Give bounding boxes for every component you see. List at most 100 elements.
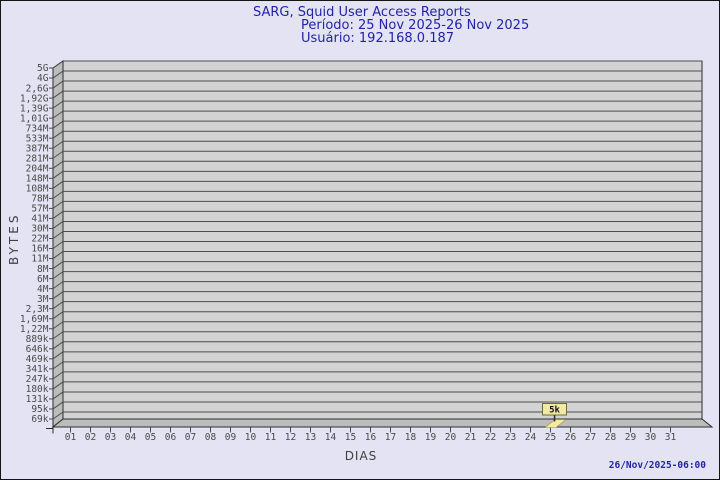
x-tick-label: 22 — [485, 432, 496, 443]
wall-connector-line — [52, 80, 64, 89]
y-tick-label: 8M — [37, 264, 49, 275]
y-tick-label: 2,6G — [26, 83, 49, 94]
x-axis-title: DIAS — [344, 449, 378, 463]
value-tag-label: 5k — [549, 405, 560, 415]
x-tick-label: 11 — [265, 432, 277, 443]
y-tick-label: 131k — [26, 394, 49, 405]
x-tick-label: 10 — [245, 432, 257, 443]
chart-plot-area — [62, 60, 703, 420]
y-tick-label: 533M — [26, 133, 49, 144]
wall-connector-line — [52, 241, 64, 249]
y-tick-label: 6M — [37, 274, 49, 285]
generation-timestamp: 26/Nov/2025-06:00 — [608, 460, 706, 471]
x-tick-label: 13 — [305, 432, 316, 443]
wall-connector-line — [52, 70, 64, 79]
y-tick-label: 1,01G — [20, 113, 49, 124]
x-tick-label: 12 — [285, 432, 296, 443]
y-tick-label: 11M — [31, 254, 48, 265]
x-tick-label: 30 — [645, 432, 657, 443]
data-bar — [544, 419, 567, 428]
wall-connector-line — [52, 271, 64, 280]
y-tick-label: 95k — [31, 404, 48, 415]
y-tick-label: 469k — [26, 354, 49, 365]
x-tick-label: 24 — [525, 432, 537, 443]
y-tick-label: 108M — [26, 184, 49, 195]
y-axis-title: BYTES — [7, 212, 21, 265]
y-tick-label: 57M — [31, 204, 48, 215]
x-tick-label: 03 — [105, 432, 116, 443]
wall-connector-line — [52, 411, 64, 420]
x-tick-label: 01 — [65, 432, 77, 443]
y-tick-label: 180k — [26, 384, 49, 395]
x-tick-label: 20 — [445, 432, 457, 443]
x-tick-label: 25 — [545, 432, 556, 443]
page-title: SARG, Squid User Access Reports — [253, 5, 471, 20]
wall-connector-line — [52, 301, 64, 310]
report-period: Período: 25 Nov 2025-26 Nov 2025 — [301, 18, 530, 33]
y-tick-label: 69k — [31, 414, 48, 425]
wall-connector-line — [52, 100, 64, 109]
wall-connector-line — [52, 261, 64, 269]
y-tick-label: 41M — [31, 214, 48, 225]
chart-floor — [51, 418, 714, 428]
y-tick-label: 148M — [26, 174, 49, 185]
wall-connector-line — [52, 211, 64, 219]
wall-connector-line — [52, 190, 64, 199]
wall-connector-line — [52, 391, 64, 400]
y-tick-label: 387M — [26, 143, 49, 154]
wall-connector-line — [52, 60, 64, 69]
y-tick-label: 2,3M — [26, 304, 49, 315]
x-tick-label: 07 — [185, 432, 196, 443]
wall-connector-line — [52, 231, 64, 239]
x-tick-label: 02 — [85, 432, 96, 443]
wall-connector-line — [52, 110, 64, 119]
y-tick-label: 5G — [37, 63, 49, 74]
y-tick-label: 1,69M — [20, 314, 49, 325]
wall-connector-line — [52, 90, 64, 99]
wall-connector-line — [52, 160, 64, 169]
x-tick-label: 05 — [145, 432, 156, 443]
y-tick-label: 281M — [26, 153, 49, 164]
x-axis-ticks-group: 01 02 03 04 05 06 07 08 09 10 11 12 13 14 15 16 17 18 19 20… — [65, 427, 677, 443]
y-tick-label: 204M — [26, 163, 49, 174]
y-tick-label: 889k — [26, 334, 49, 345]
y-tick-label: 734M — [26, 123, 49, 134]
x-tick-label: 19 — [425, 432, 437, 443]
y-tick-label: 3M — [37, 294, 49, 305]
x-tick-label: 15 — [345, 432, 356, 443]
chart-left-wall — [52, 60, 64, 429]
wall-connector-line — [52, 130, 64, 139]
data-points-group: 5k — [542, 403, 567, 428]
y-tick-label: 646k — [26, 344, 49, 355]
wall-connector-line — [52, 251, 64, 259]
x-tick-label: 26 — [565, 432, 577, 443]
x-tick-label: 17 — [385, 432, 396, 443]
x-tick-label: 06 — [165, 432, 177, 443]
x-tick-label: 18 — [405, 432, 417, 443]
x-tick-label: 31 — [665, 432, 677, 443]
x-tick-label: 28 — [605, 432, 617, 443]
value-tag-stem — [553, 415, 556, 422]
y-tick-label: 78M — [31, 194, 48, 205]
report-user: Usuário: 192.168.0.187 — [301, 31, 455, 46]
wall-connector-line — [52, 221, 64, 229]
y-tick-label: 1,92G — [20, 93, 49, 104]
y-tick-label: 30M — [31, 224, 48, 235]
wall-connector-line — [52, 341, 64, 350]
x-tick-label: 29 — [625, 432, 637, 443]
y-tick-label: 4M — [37, 284, 49, 295]
y-tick-label: 22M — [31, 234, 48, 245]
wall-connector-line — [52, 291, 64, 300]
wall-connector-line — [52, 281, 64, 290]
wall-connector-line — [52, 140, 64, 149]
wall-connector-line — [52, 311, 64, 320]
wall-connector-line — [52, 120, 64, 129]
y-tick-label: 1,39G — [20, 103, 49, 114]
x-tick-label: 21 — [465, 432, 477, 443]
x-tick-label: 23 — [505, 432, 516, 443]
wall-connector-line — [52, 401, 64, 410]
wall-connector-line — [52, 331, 64, 340]
x-tick-label: 04 — [125, 432, 137, 443]
